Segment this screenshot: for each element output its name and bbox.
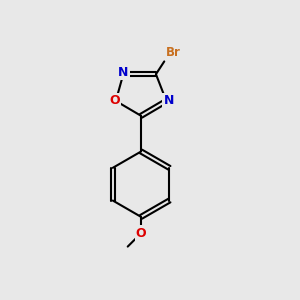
Text: Br: Br	[166, 46, 181, 59]
Text: O: O	[109, 94, 120, 107]
Text: N: N	[118, 66, 128, 79]
Text: N: N	[164, 94, 174, 107]
Text: O: O	[136, 227, 146, 240]
